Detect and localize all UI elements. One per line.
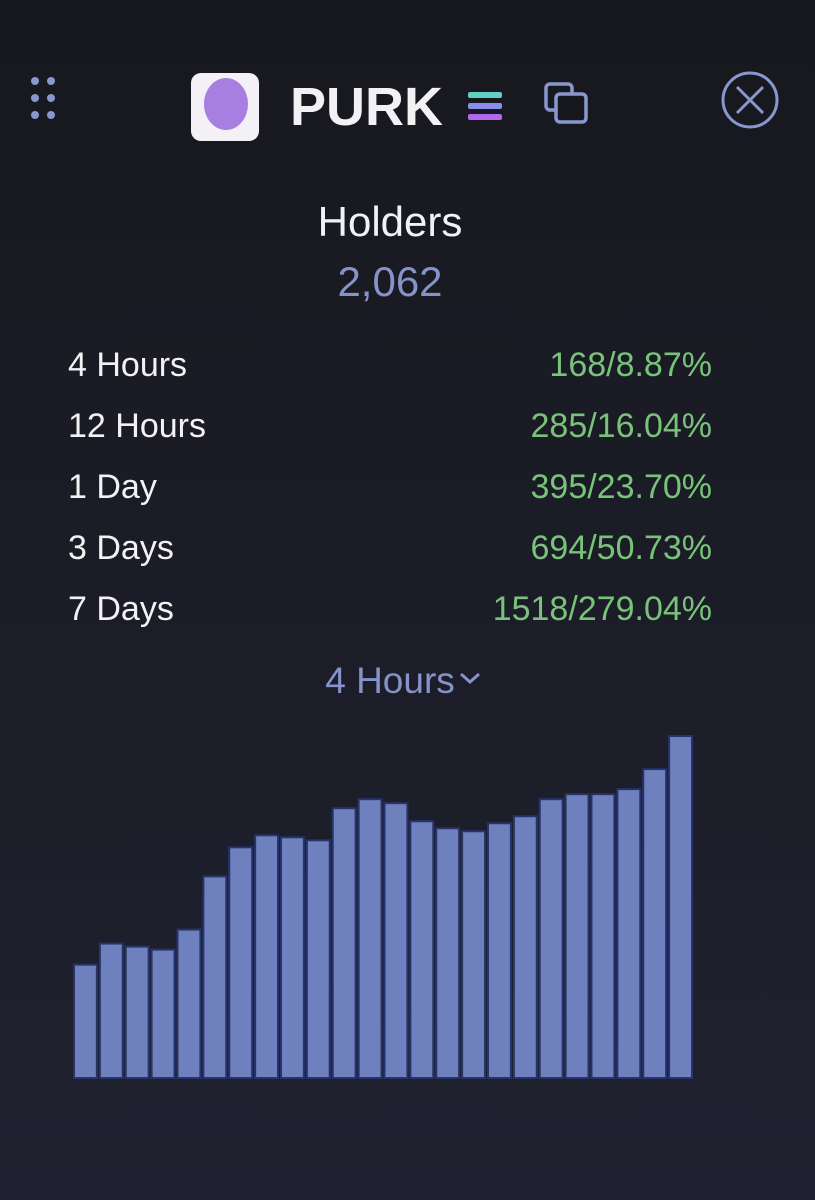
bar — [435, 827, 461, 1079]
bar — [202, 875, 228, 1080]
bar — [668, 735, 693, 1079]
bar — [538, 798, 564, 1079]
bar — [357, 798, 383, 1079]
holders-value: 2,062 — [337, 258, 443, 305]
stat-label: 7 Days — [68, 590, 174, 628]
stat-value: 1518/279.04% — [492, 590, 712, 628]
dropdown-chevron[interactable] — [460, 672, 480, 685]
bar-chart — [73, 735, 693, 1080]
bar — [305, 839, 331, 1079]
bar — [73, 963, 98, 1080]
stat-row: 4 Hours 168/8.87% — [68, 346, 712, 386]
avatar-face — [204, 78, 248, 130]
holders-label: Holders — [317, 198, 463, 245]
stat-row: 3 Days 694/50.73% — [68, 529, 712, 569]
bar — [461, 830, 486, 1079]
stat-label: 1 Day — [68, 468, 157, 506]
bar — [409, 820, 435, 1079]
stat-label: 12 Hours — [68, 407, 206, 445]
bar — [642, 768, 668, 1080]
bar — [98, 942, 124, 1080]
menu-icon[interactable] — [31, 77, 55, 119]
stat-row: 12 Hours 285/16.04% — [68, 407, 712, 447]
bar — [383, 802, 409, 1079]
bar — [616, 788, 642, 1079]
stat-label: 3 Days — [68, 529, 174, 567]
bar — [564, 793, 590, 1080]
bar — [487, 822, 512, 1079]
stat-label: 4 Hours — [68, 346, 188, 384]
stat-value: 395/23.70% — [530, 468, 713, 506]
bar — [590, 793, 616, 1080]
close-button[interactable] — [721, 71, 779, 129]
stat-value: 168/8.87% — [549, 346, 712, 384]
bar — [280, 836, 305, 1080]
bar — [124, 945, 150, 1080]
solana-icon — [468, 92, 502, 120]
stat-row: 1 Day 395/23.70% — [68, 468, 712, 508]
bar — [176, 928, 202, 1079]
bar — [254, 834, 279, 1080]
stat-value: 285/16.04% — [530, 407, 713, 445]
bar — [150, 948, 176, 1079]
dropdown-label[interactable]: 4 Hours — [325, 660, 455, 701]
bar — [331, 807, 357, 1079]
bar — [228, 846, 254, 1079]
period-dropdown[interactable]: 4 Hours — [0, 660, 780, 702]
token-title: PURK — [290, 77, 444, 137]
stat-value: 694/50.73% — [530, 529, 713, 567]
stat-row: 7 Days 1518/279.04% — [68, 590, 712, 630]
copy-icon[interactable] — [544, 82, 588, 124]
bar — [512, 815, 538, 1079]
